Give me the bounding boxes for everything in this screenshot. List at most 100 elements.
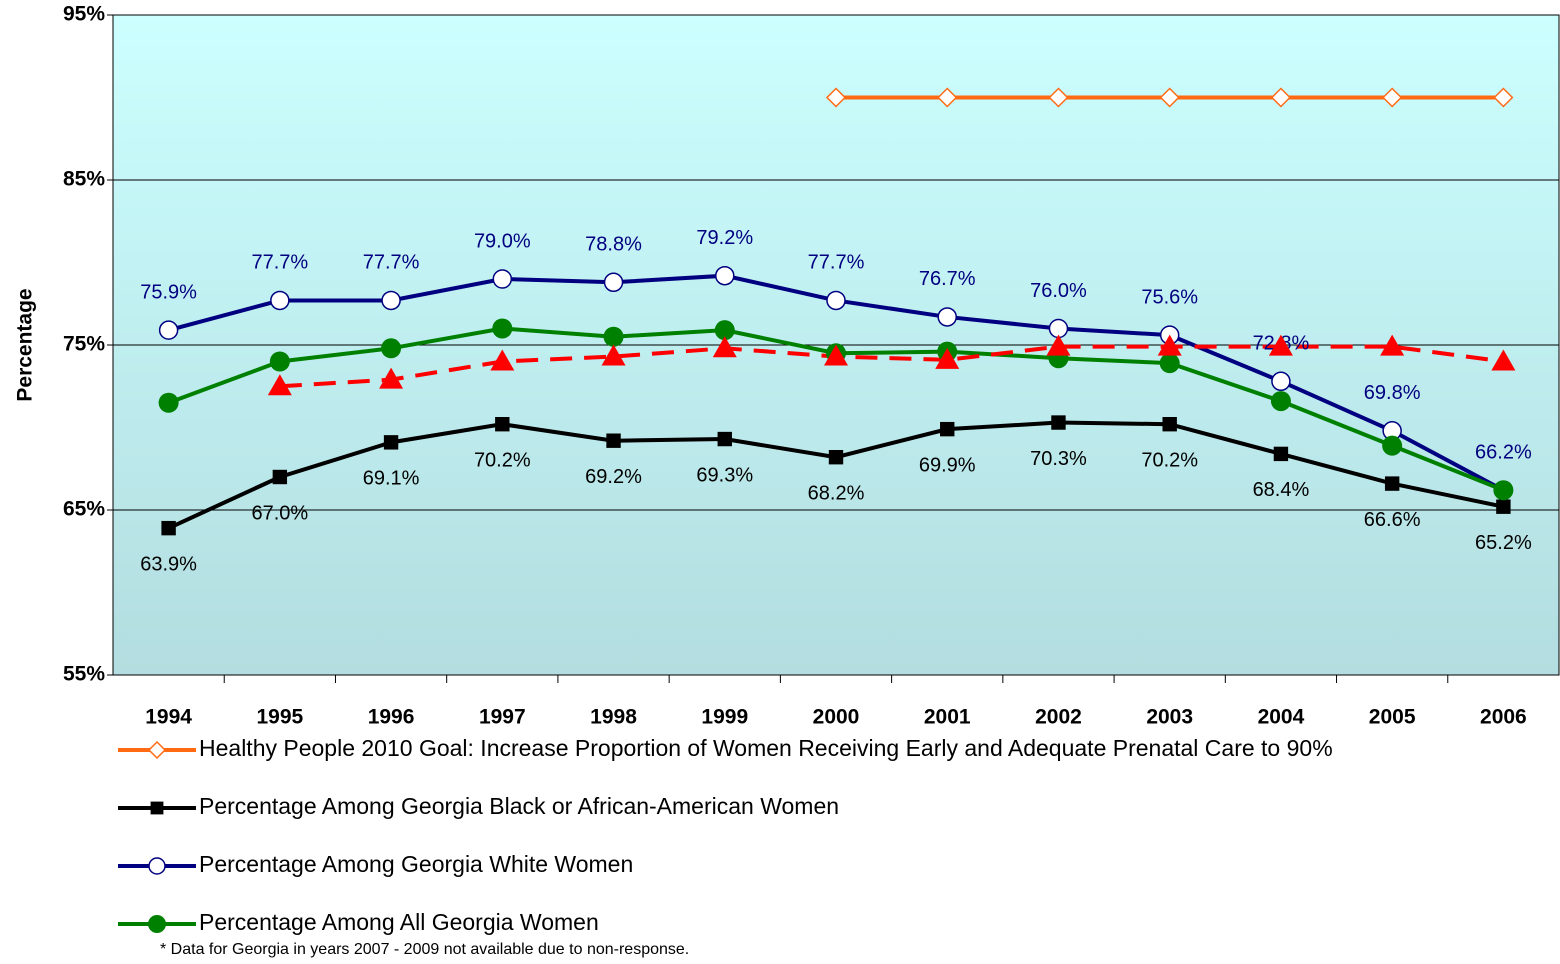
data-point [1051, 415, 1066, 430]
data-label: 70.2% [474, 449, 531, 471]
data-point [1493, 87, 1514, 108]
legend-label: Percentage Among Georgia Black or Africa… [199, 793, 839, 819]
data-point [161, 520, 176, 536]
data-label: 70.2% [1141, 449, 1198, 471]
data-point [1048, 87, 1069, 108]
data-label: 69.3% [696, 464, 753, 486]
data-point [1380, 334, 1405, 356]
data-label: 75.6% [1141, 286, 1198, 308]
legend-marker [148, 857, 166, 875]
data-label: 76.7% [919, 268, 976, 290]
data-point [267, 374, 292, 396]
data-label: 79.0% [474, 230, 531, 252]
legend-marker [148, 915, 166, 933]
data-point [381, 338, 402, 359]
x-tick-label: 2006 [1480, 706, 1527, 729]
data-point [269, 351, 290, 372]
data-label: 66.2% [1475, 441, 1532, 463]
x-tick-label: 2004 [1258, 706, 1305, 729]
data-point [1268, 334, 1293, 356]
x-tick-label: 1996 [368, 706, 415, 729]
x-tick-label: 2002 [1035, 706, 1082, 729]
y-tick-label: 85% [63, 168, 105, 191]
data-point [603, 326, 624, 347]
data-label: 77.7% [251, 252, 308, 274]
x-tick-label: 1997 [479, 706, 526, 729]
legend-marker [147, 740, 167, 760]
y-tick-label: 55% [63, 663, 105, 686]
x-tick-label: 2003 [1146, 706, 1193, 729]
data-label: 68.2% [808, 482, 865, 504]
data-point [712, 336, 737, 358]
footnote: * Data for Georgia in years 2007 - 2009 … [160, 941, 689, 958]
data-point [379, 367, 404, 389]
data-label: 76.0% [1030, 280, 1087, 302]
data-point [272, 469, 288, 485]
data-point [1270, 391, 1291, 412]
data-point [935, 347, 960, 369]
data-point [492, 269, 513, 289]
data-point [603, 272, 624, 293]
data-label: 65.2% [1475, 532, 1532, 554]
legend-label: Percentage Among Georgia White Women [199, 851, 633, 877]
data-point [492, 318, 513, 339]
data-point [937, 307, 957, 327]
data-label: 75.9% [140, 281, 197, 303]
data-point [1491, 349, 1516, 371]
x-tick-label: 1994 [145, 706, 192, 729]
data-point [714, 320, 735, 341]
data-point [1157, 334, 1182, 356]
data-point [824, 344, 848, 366]
data-point [383, 435, 399, 450]
x-tick-label: 2001 [924, 706, 971, 729]
data-label: 69.1% [363, 468, 420, 490]
data-point [495, 417, 510, 432]
data-point [1270, 87, 1291, 108]
data-point [1273, 446, 1289, 462]
series-line [279, 344, 1504, 389]
data-point [1271, 371, 1291, 392]
x-tick-label: 2005 [1369, 706, 1416, 729]
x-tick-label: 2000 [813, 706, 860, 729]
data-point [826, 290, 846, 311]
x-tick-label: 1999 [701, 706, 748, 729]
data-point [717, 431, 732, 447]
data-point [270, 290, 290, 311]
data-point [1046, 334, 1071, 356]
data-point [1159, 353, 1180, 374]
data-label: 78.8% [585, 234, 642, 256]
data-label: 79.2% [696, 227, 753, 249]
legend-label: Healthy People 2010 Goal: Increase Propo… [199, 735, 1333, 761]
data-label: 77.7% [808, 252, 865, 274]
data-point [1384, 476, 1400, 491]
x-tick-label: 1995 [256, 706, 303, 729]
data-point [158, 320, 179, 340]
data-point [940, 421, 955, 437]
data-point [601, 344, 626, 366]
legend-marker [150, 801, 164, 815]
data-point [1162, 417, 1177, 432]
y-tick-label: 65% [63, 498, 105, 521]
legend-label: Percentage Among All Georgia Women [199, 909, 599, 935]
y-tick-label: 95% [63, 3, 105, 26]
y-tick-label: 75% [63, 333, 105, 356]
data-point [1159, 87, 1180, 108]
data-point [1382, 435, 1403, 456]
data-label: 69.8% [1364, 382, 1421, 404]
data-point [381, 290, 401, 311]
data-point [1382, 87, 1403, 108]
data-point [828, 450, 844, 465]
data-point [490, 349, 515, 371]
data-label: 63.9% [140, 553, 197, 575]
data-label: 69.2% [585, 466, 642, 488]
data-label: 69.9% [919, 454, 976, 476]
data-label: 67.0% [251, 502, 308, 524]
data-label: 66.6% [1364, 509, 1421, 531]
data-point [825, 87, 847, 108]
y-axis-label: Percentage [14, 288, 37, 401]
data-point [715, 265, 735, 286]
data-point [158, 392, 179, 413]
data-point [1493, 480, 1514, 501]
data-point [606, 433, 621, 448]
